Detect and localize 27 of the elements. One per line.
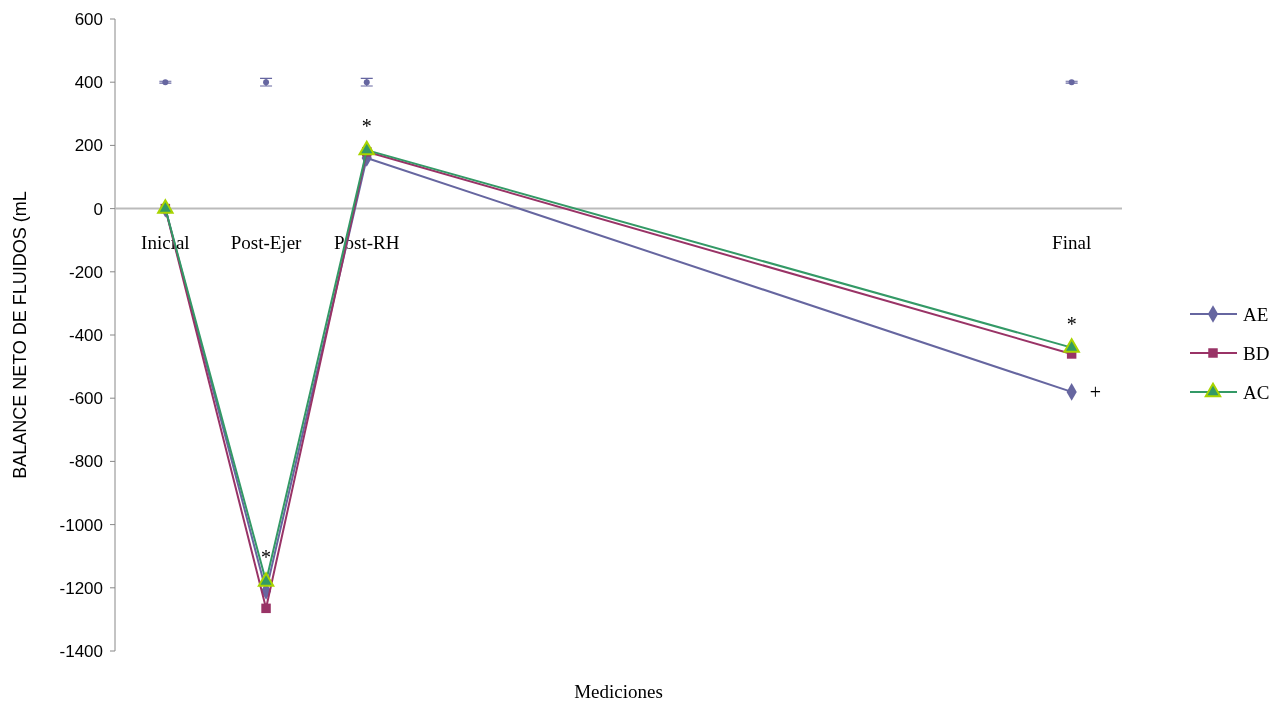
y-tick-label: -1000 <box>59 515 103 535</box>
annotation: * <box>361 115 372 138</box>
annotation: * <box>1066 312 1077 335</box>
point <box>1063 338 1080 353</box>
annotation: * <box>261 546 272 569</box>
annotation: + <box>1089 380 1101 403</box>
x-tick-label: Post-Ejer <box>230 231 303 253</box>
legend-label: AE <box>1243 303 1269 325</box>
y-tick-label: -400 <box>68 325 103 345</box>
x-axis-title: Mediciones <box>574 681 663 702</box>
y-tick-label: 0 <box>93 199 103 219</box>
legend-label: AC <box>1243 381 1270 403</box>
legend-label: BD <box>1243 342 1270 364</box>
point <box>157 199 174 214</box>
y-tick-label: -1200 <box>59 578 103 598</box>
point <box>257 572 275 587</box>
y-tick-label: -800 <box>68 452 103 472</box>
y-tick-label: 400 <box>74 73 103 93</box>
y-axis-title: BALANCE NETO DE FLUIDOS (mL <box>10 191 30 479</box>
point <box>261 603 271 614</box>
y-tick-label: 600 <box>74 9 103 29</box>
x-tick-label: Final <box>1052 231 1092 253</box>
y-tick-label: 200 <box>74 136 103 156</box>
point <box>358 140 375 156</box>
y-tick-label: -200 <box>68 262 103 282</box>
y-tick-label: -1400 <box>59 641 103 661</box>
y-tick-label: -600 <box>68 389 103 409</box>
